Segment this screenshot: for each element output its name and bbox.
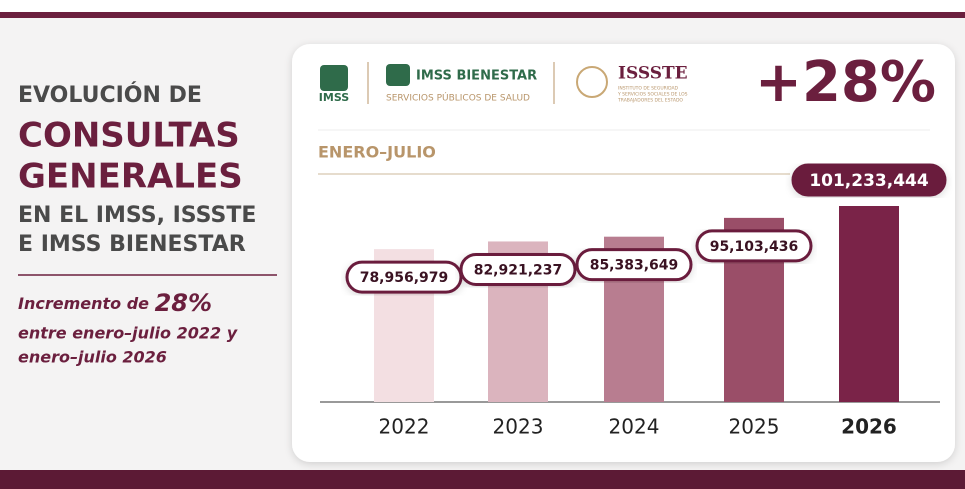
subtitle-highlight: 28%	[155, 289, 212, 317]
issste-emblem	[576, 66, 608, 98]
subtitle-lead: Incremento de	[18, 294, 149, 313]
subtitle: Incremento de 28%	[18, 289, 212, 317]
title-line: GENERALES	[18, 157, 243, 197]
subtitle: entre enero–julio 2022 y	[18, 324, 238, 343]
x-tick-label: 2024	[609, 415, 660, 439]
imss-emblem	[320, 65, 348, 91]
logo-text: INSTITUTO DE SEGURIDAD	[618, 86, 679, 92]
subtitle: enero–julio 2026	[18, 348, 167, 367]
top-band	[0, 0, 965, 12]
value-pill	[575, 248, 693, 282]
value-pill	[459, 252, 577, 286]
x-tick-label: 2025	[729, 415, 780, 439]
title-line: CONSULTAS	[18, 116, 240, 156]
title-line: E IMSS BIENESTAR	[18, 232, 246, 257]
logo-text: TRABAJADORES DEL ESTADO	[617, 98, 683, 104]
badge: +28%	[755, 50, 936, 115]
value-label: 85,383,649	[590, 258, 679, 274]
bienestar-emblem	[386, 64, 410, 86]
logo-text: IMSS	[319, 91, 349, 104]
logo-text: IMSS BIENESTAR	[416, 69, 537, 84]
value-pill	[695, 229, 813, 263]
bar	[839, 206, 899, 402]
title-line: EVOLUCIÓN DE	[18, 82, 202, 108]
value-pill	[345, 260, 463, 294]
logo-text: ISSSTE	[618, 64, 688, 84]
logo-text: Y SERVICIOS SOCIALES DE LOS	[617, 92, 688, 98]
top-stripe	[0, 12, 965, 18]
period: ENERO–JULIO	[318, 143, 436, 162]
value-label: 95,103,436	[710, 239, 799, 255]
logo-text: SERVICIOS PÚBLICOS DE SALUD	[386, 92, 530, 104]
title-line: EN EL IMSS, ISSSTE	[18, 203, 256, 228]
value-pill	[791, 163, 947, 197]
value-label: 101,233,444	[809, 171, 929, 191]
bottom-band	[0, 470, 965, 489]
x-tick-label: 2026	[841, 415, 897, 439]
value-label: 78,956,979	[360, 270, 449, 286]
value-label: 82,921,237	[474, 262, 563, 278]
x-tick-label: 2022	[379, 415, 430, 439]
x-tick-label: 2023	[493, 415, 544, 439]
